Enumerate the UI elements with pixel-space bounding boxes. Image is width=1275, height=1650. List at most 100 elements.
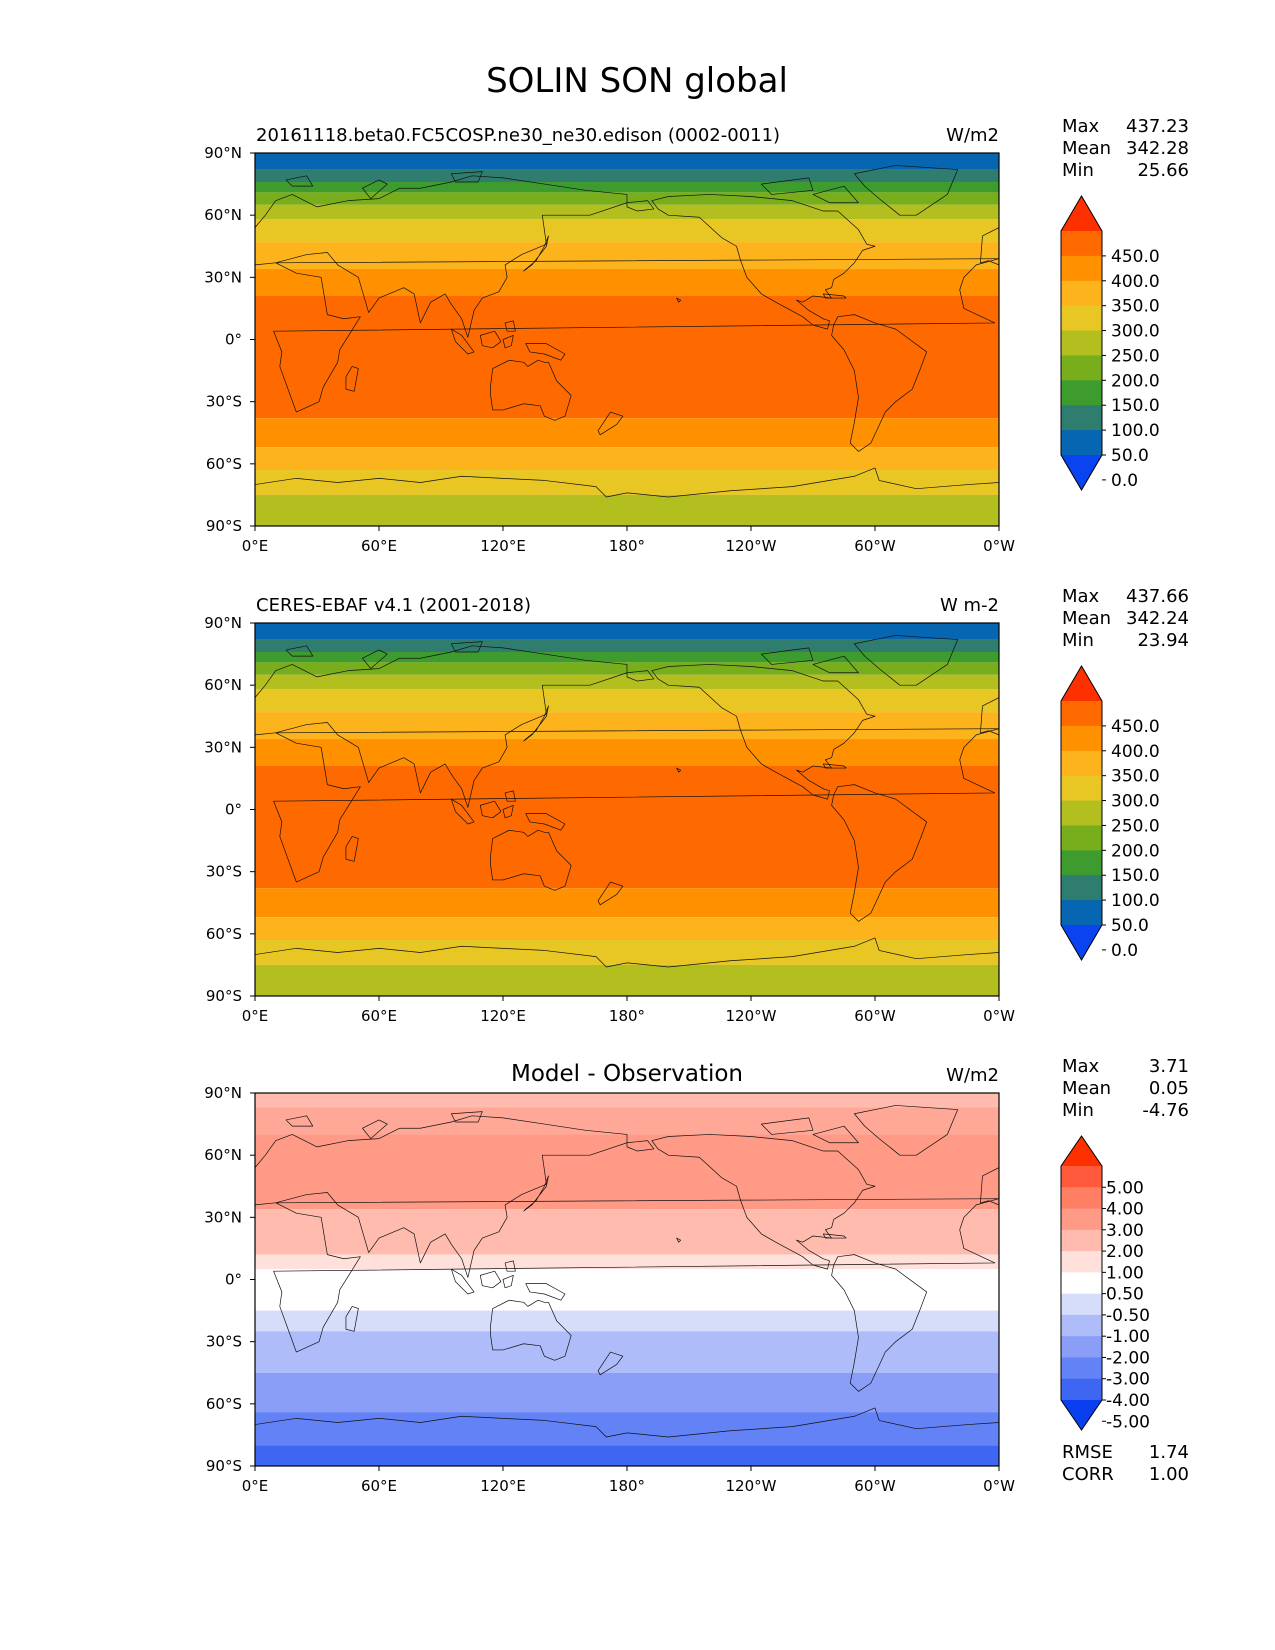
stat-value-max: 3.71: [1149, 1056, 1189, 1077]
lon-tick-label: 180°: [609, 1477, 645, 1495]
map-band: [255, 940, 999, 965]
map-band: [255, 447, 999, 471]
map-band: [255, 623, 999, 640]
panel-units: W/m2: [946, 125, 999, 146]
map-band: [255, 470, 999, 495]
map-band: [255, 765, 999, 889]
colorbar-label: 400.0: [1111, 272, 1160, 292]
colorbar-segment: [1061, 701, 1102, 727]
colorbar-segment: [1061, 775, 1102, 802]
lon-tick-label: 120°W: [726, 1007, 777, 1025]
colorbar-extend-max: [1061, 666, 1102, 701]
lat-tick-label: 30°N: [204, 738, 242, 756]
lat-tick-label: 30°S: [206, 393, 242, 411]
colorbar: 450.0 400.0 350.0 300.0 250.0 200.0 150.0 100.0…: [1060, 665, 1160, 961]
map-band: [255, 1310, 999, 1332]
colorbar-label: 0.0: [1111, 471, 1138, 491]
colorbar-segment: [1061, 1272, 1102, 1295]
map-area: [255, 153, 999, 526]
lon-tick-label: 60°W: [854, 1477, 896, 1495]
stat-label-mean: Mean: [1062, 608, 1111, 629]
colorbar-segment: [1061, 1293, 1102, 1316]
colorbar-segment: [1061, 405, 1102, 431]
colorbar-label: 4.00: [1106, 1200, 1144, 1220]
stat-label-mean: Mean: [1062, 138, 1111, 159]
lat-tick-label: 60°N: [204, 1146, 242, 1164]
lon-tick-label: 180°: [609, 537, 645, 555]
map-band: [255, 674, 999, 690]
colorbar-label: -4.00: [1106, 1391, 1150, 1411]
stat-label-max: Max: [1062, 586, 1100, 607]
stat-value-mean: 0.05: [1149, 1078, 1189, 1099]
map-band: [255, 1412, 999, 1446]
map-band: [255, 1445, 999, 1466]
map-band: [255, 494, 999, 526]
panel-diff: 90°N 60°N 30°N 0° 30°S 60°S 90°S0°E 60°E 120°E 18…: [204, 1056, 1189, 1495]
colorbar-label: 0.0: [1111, 941, 1138, 961]
lat-tick-label: 90°N: [204, 1084, 242, 1102]
colorbar-segment: [1061, 875, 1102, 901]
colorbar-label: -0.50: [1106, 1306, 1150, 1326]
lat-tick-label: 60°N: [204, 206, 242, 224]
colorbar-label: 400.0: [1111, 742, 1160, 762]
map-band: [255, 242, 999, 270]
stat-value-min: -4.76: [1142, 1100, 1189, 1121]
stats-block: Max 437.23 Mean 342.28 Min 25.66: [1062, 116, 1189, 181]
stat-value-mean: 342.24: [1126, 608, 1189, 629]
panel-title: CERES-EBAF v4.1 (2001-2018): [256, 595, 531, 616]
colorbar-label: 150.0: [1111, 396, 1160, 416]
panel-model: 90°N 60°N 30°N 0° 30°S 60°S 90°S0°E 60°E 120°E 18…: [204, 116, 1189, 555]
figure-title: SOLIN SON global: [486, 61, 788, 101]
colorbar: 450.0 400.0 350.0 300.0 250.0 200.0 150.0 100.0…: [1060, 195, 1160, 491]
lon-tick-label: 0°E: [242, 1007, 269, 1025]
stat-value-mean: 342.28: [1126, 138, 1189, 159]
map-band: [255, 1209, 999, 1255]
colorbar-segment: [1061, 1314, 1102, 1337]
lat-tick-label: 90°N: [204, 614, 242, 632]
colorbar-segment: [1061, 355, 1102, 381]
lat-tick-label: 0°: [225, 331, 242, 349]
colorbar-segment: [1061, 1208, 1102, 1231]
stats-block: Max 437.66 Mean 342.24 Min 23.94: [1062, 586, 1189, 651]
lat-tick-label: 30°N: [204, 1208, 242, 1226]
colorbar-label: 250.0: [1111, 346, 1160, 366]
lat-tick-label: 90°S: [206, 517, 242, 535]
colorbar-segment: [1061, 725, 1102, 752]
map-band: [255, 1372, 999, 1413]
colorbar-segment: [1061, 430, 1102, 456]
colorbar-label: 5.00: [1106, 1178, 1144, 1198]
map-band: [255, 712, 999, 740]
map-area: [255, 1093, 999, 1466]
lat-tick-label: 90°N: [204, 144, 242, 162]
panel-title: 20161118.beta0.FC5COSP.ne30_ne30.edison …: [256, 125, 780, 146]
lon-tick-label: 0°E: [242, 537, 269, 555]
map-band: [255, 639, 999, 653]
lon-tick-label: 60°E: [361, 537, 397, 555]
stat-label-max: Max: [1062, 1056, 1100, 1077]
colorbar-segment: [1061, 850, 1102, 876]
colorbar-label: 450.0: [1111, 247, 1160, 267]
colorbar-segment: [1061, 1166, 1102, 1188]
stat-label-min: Min: [1062, 1100, 1094, 1121]
colorbar-segment: [1061, 280, 1102, 307]
map-band: [255, 1331, 999, 1373]
colorbar-segment: [1061, 1229, 1102, 1252]
map-band: [255, 219, 999, 243]
panels-layer: 90°N60°N30°N0°30°S60°S90°S0°E 60°E 120°E 18…: [204, 116, 1189, 1495]
lat-tick-label: 0°: [225, 801, 242, 819]
lon-tick-label: 0°E: [242, 1477, 269, 1495]
panel-obs: 90°N 60°N 30°N 0° 30°S 60°S 90°S0°E 60°E 120°E 18…: [204, 586, 1189, 1025]
lat-tick-label: 60°S: [206, 925, 242, 943]
colorbar-label: 100.0: [1111, 891, 1160, 911]
map-band: [255, 888, 999, 918]
panel-units: W m-2: [940, 595, 999, 616]
stat-label-mean: Mean: [1062, 1078, 1111, 1099]
lat-tick-label: 90°S: [206, 1457, 242, 1475]
stat-label-rmse: RMSE: [1062, 1442, 1113, 1463]
map-band: [255, 1107, 999, 1135]
colorbar-segment: [1061, 825, 1102, 851]
colorbar-segment: [1061, 380, 1102, 406]
colorbar-segment: [1061, 900, 1102, 926]
colorbar-label: -1.00: [1106, 1327, 1150, 1347]
lon-tick-label: 0°W: [983, 537, 1015, 555]
